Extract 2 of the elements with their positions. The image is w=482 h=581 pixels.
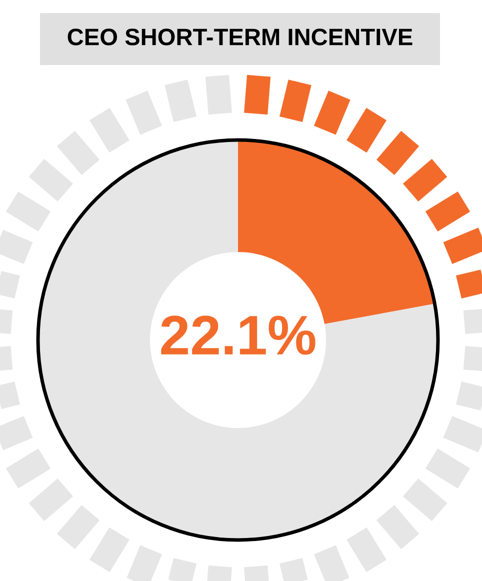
data-label: 22.1%	[161, 316, 316, 355]
chart-title: CEO SHORT-TERM INCENTIVE	[68, 28, 412, 46]
